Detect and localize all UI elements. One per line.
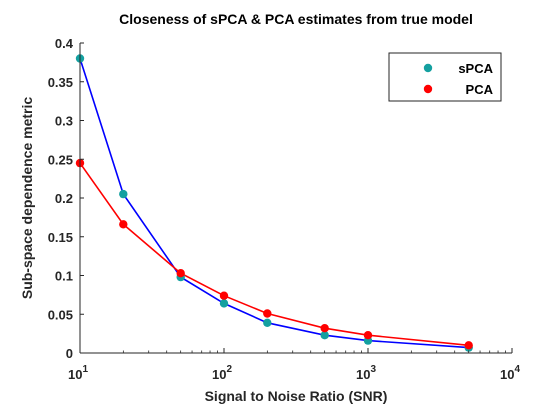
data-point-spca	[320, 331, 329, 340]
data-point-pca	[119, 220, 128, 229]
legend: sPCA PCA	[388, 52, 502, 102]
x-tick-label: 102	[212, 364, 232, 382]
legend-marker-pca	[423, 84, 433, 94]
legend-marker-spca	[423, 63, 433, 73]
x-tick-label: 101	[68, 364, 88, 382]
data-point-pca	[320, 324, 329, 333]
legend-box	[388, 52, 502, 102]
data-point-pca	[176, 269, 185, 278]
data-point-pca	[219, 291, 229, 300]
y-tick-label: 0.15	[48, 230, 73, 245]
x-tick-label: 104	[500, 364, 520, 382]
x-tick-label: 103	[356, 364, 376, 382]
y-tick-label: 0	[66, 346, 73, 361]
x-axis-label: Signal to Noise Ratio (SNR)	[205, 388, 388, 404]
y-tick-label: 0.3	[55, 114, 73, 129]
series-line-pca	[79, 162, 469, 347]
series-line-spca	[79, 58, 469, 349]
data-point-pca	[464, 341, 473, 350]
legend-label-spca: sPCA	[458, 61, 493, 76]
data-point-pca	[363, 331, 373, 340]
data-point-spca	[263, 318, 272, 327]
data-point-spca	[119, 189, 128, 199]
y-tick-label: 0.1	[55, 269, 73, 284]
y-axis-label: Sub-space dependence metric	[19, 97, 35, 300]
y-tick-label: 0.35	[48, 75, 73, 90]
y-tick-label: 0.05	[48, 307, 73, 322]
y-tick-label: 0.25	[48, 152, 73, 167]
data-point-spca	[219, 299, 229, 308]
chart-title: Closeness of sPCA & PCA estimates from t…	[119, 11, 473, 27]
y-tick-label: 0.2	[55, 191, 73, 206]
data-point-pca	[263, 309, 272, 318]
legend-label-pca: PCA	[466, 82, 494, 97]
y-tick-label: 0.4	[55, 36, 74, 51]
ticks-layer: 0 0.05 0.1 0.15 0.2 0.25 0.3 0.35 0.4 101 102 103 10…	[48, 36, 521, 382]
